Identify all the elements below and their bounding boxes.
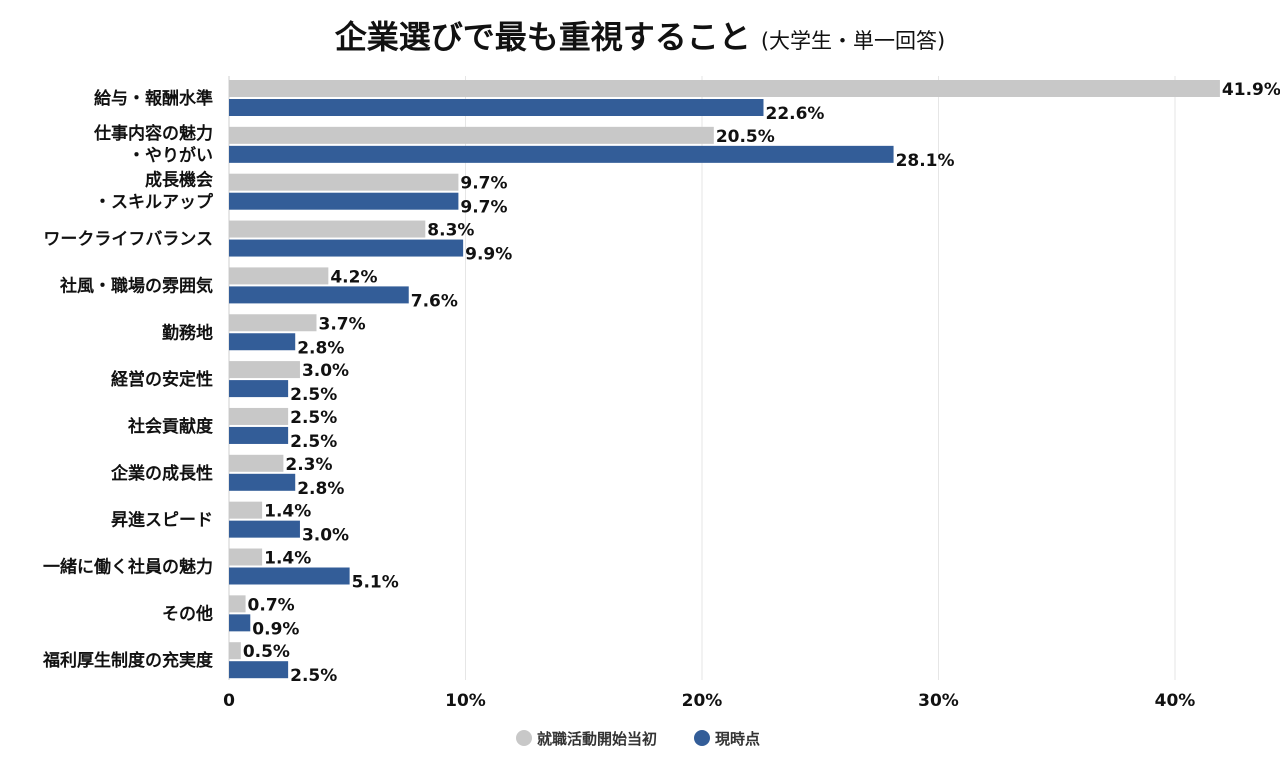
bar-current [229, 520, 300, 538]
value-label: 0.9% [252, 619, 299, 639]
bar-current [229, 567, 350, 585]
bar-current [229, 614, 251, 632]
category-label: 一緒に働く社員の魅力 [43, 557, 213, 578]
value-label: 9.9% [465, 245, 512, 265]
value-label: 0.7% [248, 595, 295, 615]
value-label: 7.6% [411, 291, 458, 311]
category-label: 経営の安定性 [111, 369, 213, 390]
bar-initial [229, 314, 317, 332]
bar-initial [229, 267, 329, 285]
category-label: 成長機会 [145, 170, 213, 191]
bar-initial [229, 173, 459, 191]
value-label: 1.4% [264, 502, 311, 522]
value-label: 2.8% [297, 338, 344, 358]
chart-subtitle: (大学生・単一回答) [760, 29, 946, 53]
bar-initial [229, 126, 714, 144]
legend-marker-current [694, 730, 710, 746]
bar-initial [229, 548, 263, 566]
legend-marker-initial [516, 730, 532, 746]
value-label: 4.2% [330, 267, 377, 287]
value-label: 20.5% [716, 127, 775, 147]
value-label: 41.9% [1222, 80, 1280, 100]
bar-initial [229, 501, 263, 519]
bar-current [229, 145, 894, 163]
legend-label-current: 現時点 [715, 730, 760, 748]
bar-initial [229, 220, 426, 238]
value-label: 2.5% [290, 408, 337, 428]
category-label: ・スキルアップ [94, 192, 214, 213]
category-label: その他 [162, 603, 213, 624]
x-tick-label: 20% [682, 691, 723, 711]
bar-current [229, 426, 289, 444]
category-label: ワークライフバランス [43, 230, 213, 250]
value-label: 2.5% [290, 385, 337, 405]
value-label: 2.3% [285, 455, 332, 475]
value-label: 9.7% [460, 174, 507, 194]
bar-initial [229, 361, 300, 379]
bar-current [229, 661, 289, 679]
bar-current [229, 473, 296, 491]
value-label: 0.5% [243, 642, 290, 662]
category-label: 福利厚生制度の充実度 [42, 650, 214, 671]
x-tick-label: 0 [223, 691, 235, 711]
value-label: 28.1% [896, 151, 955, 171]
value-label: 5.1% [352, 573, 399, 593]
bar-initial [229, 407, 289, 425]
value-label: 3.7% [319, 314, 366, 334]
value-label: 2.5% [290, 666, 337, 686]
bar-current [229, 333, 296, 351]
bar-current [229, 380, 289, 398]
bar-current [229, 99, 764, 116]
value-label: 8.3% [427, 221, 474, 241]
value-label: 2.5% [290, 432, 337, 452]
value-label: 3.0% [302, 361, 349, 381]
value-label: 1.4% [264, 549, 311, 569]
value-label: 9.7% [460, 198, 507, 218]
x-tick-label: 10% [445, 691, 486, 711]
bar-initial [229, 642, 241, 660]
bar-current [229, 239, 464, 257]
chart-title-block: 企業選びで最も重視すること (大学生・単一回答) [0, 12, 1280, 58]
value-label: 2.8% [297, 479, 344, 499]
category-label: ・やりがい [128, 145, 213, 166]
value-label: 3.0% [302, 526, 349, 546]
x-tick-label: 30% [918, 691, 959, 711]
chart-title: 企業選びで最も重視すること [334, 18, 751, 56]
category-label: 社風・職場の雰囲気 [59, 275, 213, 296]
bar-current [229, 192, 459, 210]
category-label: 勤務地 [162, 322, 213, 343]
bar-current [229, 286, 409, 304]
bar-initial [229, 80, 1220, 97]
category-label: 社会貢献度 [127, 416, 214, 437]
x-tick-label: 40% [1155, 691, 1196, 711]
category-label: 給与・報酬水準 [94, 88, 213, 109]
category-label: 仕事内容の魅力 [93, 123, 213, 144]
category-label: 昇進スピード [111, 511, 213, 531]
value-label: 22.6% [765, 104, 824, 124]
legend-label-initial: 就職活動開始当初 [537, 730, 657, 748]
category-label: 企業の成長性 [110, 463, 213, 484]
bar-initial [229, 454, 284, 472]
bar-initial [229, 595, 246, 613]
